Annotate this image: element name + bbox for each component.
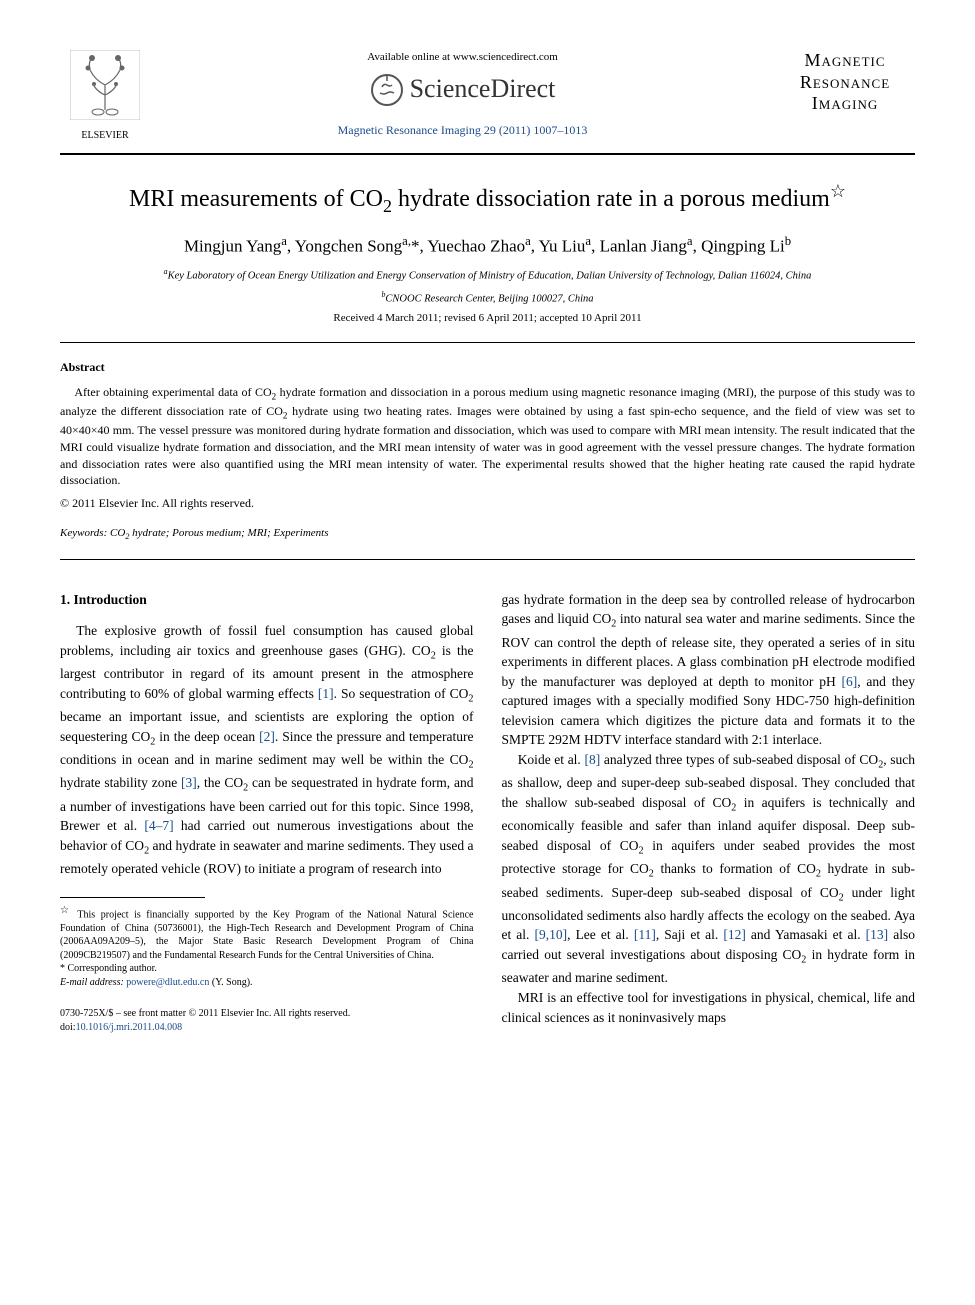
abstract-copyright: © 2011 Elsevier Inc. All rights reserved… xyxy=(60,495,915,512)
article-dates: Received 4 March 2011; revised 6 April 2… xyxy=(60,311,915,326)
title-post: hydrate dissociation rate in a porous me… xyxy=(392,186,830,212)
column-right: gas hydrate formation in the deep sea by… xyxy=(502,590,916,1035)
footnote-separator xyxy=(60,897,205,898)
journal-title-l3: Imaging xyxy=(775,93,915,115)
header-rule xyxy=(60,153,915,155)
publisher-logo: ELSEVIER xyxy=(60,50,150,143)
funding-footnote: ☆ This project is financially supported … xyxy=(60,904,474,962)
title-pre: MRI measurements of CO xyxy=(129,186,383,212)
front-matter-text: 0730-725X/$ – see front matter © 2011 El… xyxy=(60,1007,474,1021)
ref-link-6[interactable]: [6] xyxy=(842,674,858,689)
ref-link-2[interactable]: [2] xyxy=(259,729,275,744)
journal-title-l1: Magnetic xyxy=(775,50,915,72)
affiliation-b: bCNOOC Research Center, Beijing 100027, … xyxy=(60,289,915,307)
sciencedirect-icon xyxy=(370,73,404,107)
section-1-heading: 1. Introduction xyxy=(60,590,474,610)
abstract-heading: Abstract xyxy=(60,359,915,376)
article-title: MRI measurements of CO2 hydrate dissocia… xyxy=(60,179,915,219)
ref-link-11[interactable]: [11] xyxy=(634,927,656,942)
sciencedirect-text: ScienceDirect xyxy=(410,71,556,107)
affiliation-a: aKey Laboratory of Ocean Energy Utilizat… xyxy=(60,266,915,284)
journal-citation[interactable]: Magnetic Resonance Imaging 29 (2011) 100… xyxy=(150,122,775,139)
intro-paragraph-2: gas hydrate formation in the deep sea by… xyxy=(502,590,916,750)
email-footnote: E-mail address: powere@dlut.edu.cn (Y. S… xyxy=(60,976,474,990)
title-sub: 2 xyxy=(383,196,392,216)
available-online-text: Available online at www.sciencedirect.co… xyxy=(150,50,775,65)
doi-line: doi:10.1016/j.mri.2011.04.008 xyxy=(60,1021,474,1035)
center-header: Available online at www.sciencedirect.co… xyxy=(150,50,775,139)
ref-link-9-10[interactable]: [9,10] xyxy=(535,927,568,942)
abstract-rule xyxy=(60,559,915,560)
intro-paragraph-4: MRI is an effective tool for investigati… xyxy=(502,988,916,1027)
email-author: (Y. Song). xyxy=(209,977,252,988)
keywords-label: Keywords: xyxy=(60,527,107,539)
journal-title-l2: Resonance xyxy=(775,72,915,94)
elsevier-tree-icon xyxy=(70,50,140,120)
doi-link[interactable]: 10.1016/j.mri.2011.04.008 xyxy=(76,1022,183,1033)
sciencedirect-logo: ScienceDirect xyxy=(150,71,775,107)
doi-label: doi: xyxy=(60,1022,76,1033)
title-star: ☆ xyxy=(830,181,846,201)
body-columns: 1. Introduction The explosive growth of … xyxy=(60,590,915,1035)
ref-link-4-7[interactable]: [4–7] xyxy=(144,818,173,833)
journal-title-block: Magnetic Resonance Imaging xyxy=(775,50,915,115)
email-link[interactable]: powere@dlut.edu.cn xyxy=(124,977,210,988)
publisher-name: ELSEVIER xyxy=(60,129,150,143)
corresponding-author-footnote: * Corresponding author. xyxy=(60,962,474,976)
author-list: Mingjun Yanga, Yongchen Songa,*, Yuechao… xyxy=(60,233,915,258)
keywords-value: CO2 hydrate; Porous medium; MRI; Experim… xyxy=(107,527,328,539)
keywords-line: Keywords: CO2 hydrate; Porous medium; MR… xyxy=(60,526,915,543)
column-left: 1. Introduction The explosive growth of … xyxy=(60,590,474,1035)
ref-link-12[interactable]: [12] xyxy=(723,927,746,942)
email-label: E-mail address: xyxy=(60,977,124,988)
journal-header: ELSEVIER Available online at www.science… xyxy=(60,50,915,143)
intro-paragraph-3: Koide et al. [8] analyzed three types of… xyxy=(502,750,916,988)
title-rule xyxy=(60,342,915,343)
intro-paragraph-1: The explosive growth of fossil fuel cons… xyxy=(60,621,474,879)
abstract-body: After obtaining experimental data of CO2… xyxy=(60,384,915,489)
front-matter-info: 0730-725X/$ – see front matter © 2011 El… xyxy=(60,1007,474,1035)
ref-link-13[interactable]: [13] xyxy=(866,927,889,942)
ref-link-8[interactable]: [8] xyxy=(584,752,600,767)
ref-link-3[interactable]: [3] xyxy=(181,775,197,790)
ref-link-1[interactable]: [1] xyxy=(318,686,334,701)
